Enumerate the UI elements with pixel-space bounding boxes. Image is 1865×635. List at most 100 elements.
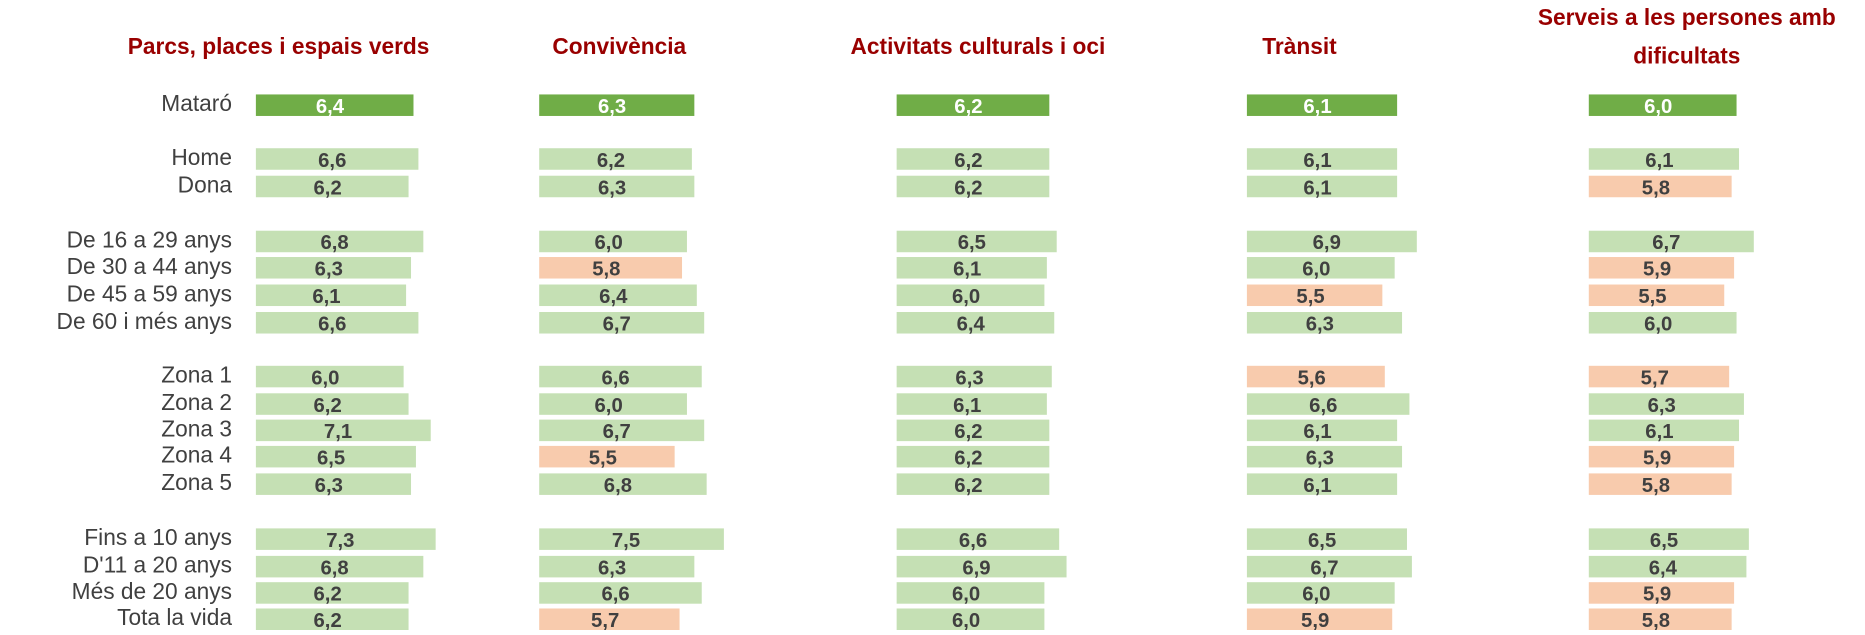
- panel-title: Trànsit: [1262, 33, 1337, 59]
- bar: [539, 555, 695, 578]
- value-label: 6,2: [954, 447, 982, 469]
- value-label: 6,1: [1303, 475, 1331, 497]
- value-label: 5,8: [592, 259, 620, 281]
- bar: [1246, 284, 1383, 307]
- bar: [539, 284, 697, 307]
- value-label: 6,2: [954, 177, 982, 199]
- bar: [539, 419, 705, 442]
- panel-title: dificultats: [1633, 42, 1740, 68]
- value-label: 6,6: [959, 530, 987, 552]
- bar: [255, 365, 404, 388]
- value-label: 6,0: [952, 610, 980, 630]
- bar: [896, 393, 1047, 415]
- bar: [896, 284, 1045, 307]
- value-label: 6,4: [957, 314, 986, 336]
- category-label: Zona 1: [161, 362, 232, 388]
- bar: [539, 608, 680, 630]
- value-label: 6,8: [320, 557, 348, 579]
- value-label: 6,3: [955, 367, 983, 389]
- bar: [1246, 582, 1395, 604]
- value-label: 6,0: [595, 232, 623, 254]
- panel-title: Serveis a les persones amb: [1538, 4, 1836, 30]
- value-label: 6,0: [1644, 314, 1672, 336]
- bar: [1246, 608, 1393, 630]
- bar: [1246, 230, 1417, 253]
- bar: [1246, 257, 1395, 279]
- category-label: De 45 a 59 anys: [67, 280, 232, 306]
- value-label: 6,2: [954, 150, 982, 172]
- bar: [255, 312, 419, 334]
- value-label: 6,2: [954, 96, 982, 118]
- bar: [1588, 94, 1737, 116]
- value-label: 6,4: [316, 96, 345, 118]
- value-label: 5,5: [1638, 286, 1666, 308]
- bar: [1246, 175, 1398, 198]
- value-label: 6,6: [601, 367, 629, 389]
- value-label: 6,3: [315, 259, 343, 281]
- value-label: 5,5: [589, 447, 617, 469]
- bar: [1246, 148, 1398, 170]
- value-label: 6,3: [598, 557, 626, 579]
- value-label: 6,8: [604, 475, 632, 497]
- value-label: 6,1: [1645, 150, 1673, 172]
- bar: [539, 393, 687, 415]
- bar: [539, 257, 683, 279]
- bar: [1246, 445, 1403, 468]
- category-label: Zona 5: [161, 469, 232, 495]
- bar: [539, 175, 695, 198]
- value-label: 6,7: [603, 421, 631, 443]
- value-label: 6,3: [598, 96, 626, 118]
- category-label: Zona 2: [161, 389, 232, 415]
- value-label: 6,2: [314, 610, 342, 630]
- bar: [1588, 393, 1744, 415]
- value-label: 5,8: [1642, 177, 1670, 199]
- bar: [1588, 555, 1747, 578]
- value-label: 6,2: [954, 475, 982, 497]
- bar: [896, 555, 1067, 578]
- value-label: 6,7: [1310, 557, 1338, 579]
- bar: [896, 175, 1050, 198]
- value-label: 6,1: [312, 286, 340, 308]
- value-label: 6,9: [1313, 232, 1341, 254]
- panel-title: Parcs, places i espais verds: [128, 33, 430, 59]
- value-label: 7,3: [326, 530, 354, 552]
- bar: [539, 365, 702, 388]
- bar: [1588, 365, 1730, 388]
- value-label: 6,0: [952, 286, 980, 308]
- bar: [1246, 555, 1412, 578]
- bar: [255, 230, 424, 253]
- category-label: Fins a 10 anys: [84, 524, 232, 550]
- bar: [255, 284, 407, 307]
- bar: [255, 393, 409, 415]
- category-label: Tota la vida: [117, 604, 232, 630]
- bar: [255, 528, 436, 550]
- bar: [896, 473, 1050, 495]
- value-label: 5,9: [1643, 259, 1671, 281]
- value-label: 6,0: [595, 395, 623, 417]
- bar: [1246, 528, 1407, 550]
- value-label: 6,0: [1302, 584, 1330, 606]
- bar: [896, 230, 1057, 253]
- bar: [1588, 473, 1732, 495]
- bar: [1246, 365, 1385, 388]
- value-label: 6,1: [1303, 96, 1331, 118]
- value-label: 5,7: [591, 610, 619, 630]
- value-label: 5,8: [1642, 475, 1670, 497]
- value-label: 6,2: [314, 395, 342, 417]
- bar: [1588, 312, 1737, 334]
- category-label: Més de 20 anys: [72, 578, 232, 604]
- bar: [896, 419, 1050, 442]
- bar: [896, 94, 1050, 116]
- bar: [896, 528, 1060, 550]
- value-label: 6,0: [1644, 96, 1672, 118]
- bar: [255, 148, 419, 170]
- value-label: 6,1: [1303, 421, 1331, 443]
- category-label: De 16 a 29 anys: [67, 226, 232, 252]
- bar: [539, 528, 724, 550]
- value-label: 6,2: [314, 584, 342, 606]
- category-label: D'11 a 20 anys: [83, 552, 232, 578]
- value-label: 5,9: [1643, 584, 1671, 606]
- bar: [1588, 230, 1754, 253]
- bar: [1246, 473, 1398, 495]
